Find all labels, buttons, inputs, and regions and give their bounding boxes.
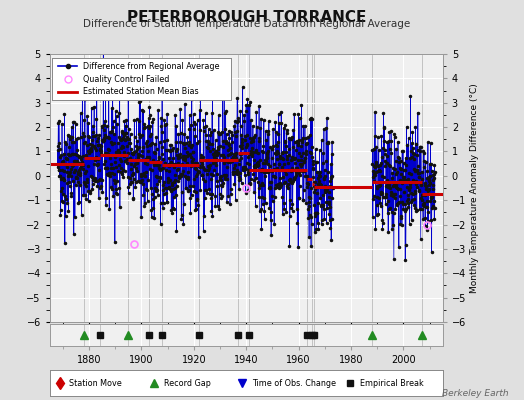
Y-axis label: Monthly Temperature Anomaly Difference (°C): Monthly Temperature Anomaly Difference (… bbox=[471, 83, 479, 293]
Text: Difference from Regional Average: Difference from Regional Average bbox=[83, 62, 219, 71]
Text: Empirical Break: Empirical Break bbox=[361, 378, 424, 388]
Text: Difference of Station Temperature Data from Regional Average: Difference of Station Temperature Data f… bbox=[83, 19, 410, 29]
Text: Berkeley Earth: Berkeley Earth bbox=[442, 389, 508, 398]
Text: Record Gap: Record Gap bbox=[163, 378, 211, 388]
Text: PETERBOROUGH TORRANCE: PETERBOROUGH TORRANCE bbox=[127, 10, 366, 25]
Text: Estimated Station Mean Bias: Estimated Station Mean Bias bbox=[83, 87, 198, 96]
Text: Time of Obs. Change: Time of Obs. Change bbox=[252, 378, 336, 388]
Text: Quality Control Failed: Quality Control Failed bbox=[83, 74, 169, 84]
Text: Station Move: Station Move bbox=[69, 378, 122, 388]
